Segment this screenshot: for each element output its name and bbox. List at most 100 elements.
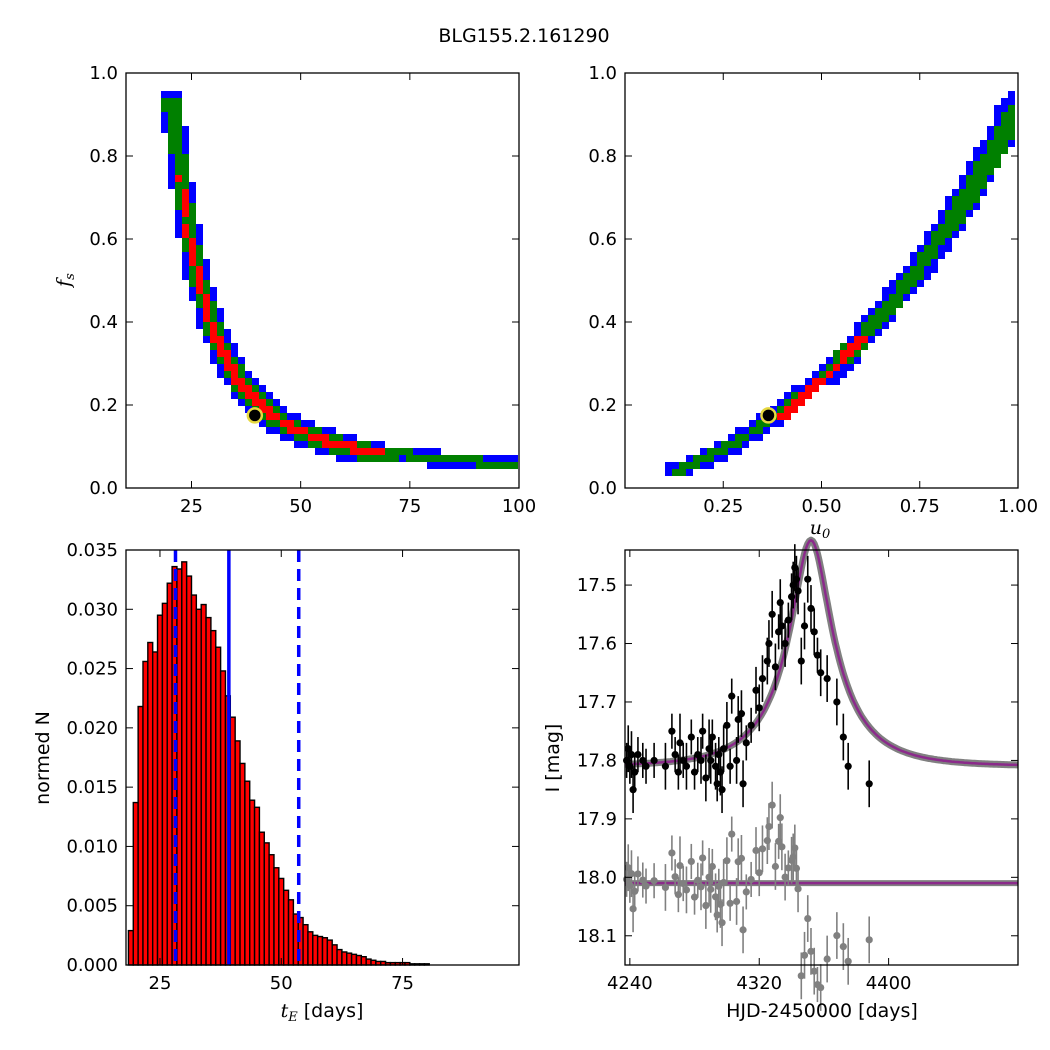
outer-region-cell xyxy=(882,294,889,301)
residual-point xyxy=(720,878,728,887)
middle-region-cell xyxy=(210,301,217,308)
outer-region-cell xyxy=(966,161,973,168)
data-point xyxy=(817,669,825,677)
data-point xyxy=(671,750,679,759)
residual-point xyxy=(697,883,705,891)
middle-region-cell xyxy=(175,105,182,112)
residual-point xyxy=(682,886,691,894)
x-tick-label: 4240 xyxy=(607,973,653,994)
middle-region-cell xyxy=(238,371,245,378)
y-tick-label: 0.4 xyxy=(588,312,617,333)
inner-region-cell xyxy=(280,420,287,427)
outer-region-cell xyxy=(791,385,798,392)
middle-region-cell xyxy=(693,455,700,462)
fs-vs-u0-x-axis-label: u0 xyxy=(810,517,831,542)
outer-region-cell xyxy=(196,224,203,231)
inner-region-cell xyxy=(791,406,798,413)
residual-point xyxy=(718,919,726,927)
outer-region-cell xyxy=(854,357,861,364)
outer-region-cell xyxy=(203,266,210,273)
te-histogram-axes-frame xyxy=(125,549,520,966)
middle-region-cell xyxy=(504,462,511,469)
outer-region-cell xyxy=(966,210,973,217)
middle-region-cell xyxy=(203,280,210,287)
middle-region-cell xyxy=(182,245,189,252)
outer-region-cell xyxy=(910,252,917,259)
middle-region-cell xyxy=(189,231,196,238)
middle-region-cell xyxy=(749,427,756,434)
middle-region-cell xyxy=(945,217,952,224)
middle-region-cell xyxy=(966,182,973,189)
middle-region-cell xyxy=(182,168,189,175)
outer-region-cell xyxy=(378,441,385,448)
outer-region-cell xyxy=(182,140,189,147)
middle-region-cell xyxy=(861,343,868,350)
middle-region-cell xyxy=(728,441,735,448)
middle-region-cell xyxy=(224,371,231,378)
middle-region-cell xyxy=(406,448,413,455)
data-point xyxy=(690,768,699,776)
outer-region-cell xyxy=(259,420,266,427)
inner-region-cell xyxy=(196,266,203,273)
data-point xyxy=(781,639,789,648)
x-tick-label: 25 xyxy=(149,973,172,994)
residual-point xyxy=(739,926,747,934)
middle-region-cell xyxy=(952,203,959,210)
middle-region-cell xyxy=(952,210,959,217)
residual-point xyxy=(708,862,716,871)
middle-region-cell xyxy=(189,224,196,231)
data-point xyxy=(844,762,852,770)
middle-region-cell xyxy=(210,343,217,350)
outer-region-cell xyxy=(763,427,770,434)
middle-region-cell xyxy=(161,98,168,105)
middle-region-cell xyxy=(945,231,952,238)
data-point xyxy=(742,739,750,747)
middle-region-cell xyxy=(483,462,490,469)
outer-region-cell xyxy=(1008,91,1015,98)
outer-region-cell xyxy=(217,371,224,378)
middle-region-cell xyxy=(413,455,420,462)
middle-region-cell xyxy=(973,196,980,203)
outer-region-cell xyxy=(889,280,896,287)
middle-region-cell xyxy=(973,161,980,168)
data-point xyxy=(734,715,742,724)
data-point xyxy=(707,756,715,765)
inner-region-cell xyxy=(798,392,805,399)
outer-region-cell xyxy=(1001,98,1008,105)
y-tick-label: 0.010 xyxy=(66,836,118,857)
inner-region-cell xyxy=(357,448,364,455)
outer-region-cell xyxy=(434,462,441,469)
middle-region-cell xyxy=(364,441,371,448)
inner-region-cell xyxy=(210,322,217,329)
middle-region-cell xyxy=(756,420,763,427)
inner-region-cell xyxy=(182,210,189,217)
data-point xyxy=(687,733,695,741)
outer-region-cell xyxy=(938,245,945,252)
outer-region-cell xyxy=(161,126,168,133)
x-tick-label: 25 xyxy=(180,496,203,517)
histogram-bar xyxy=(360,956,367,966)
outer-region-cell xyxy=(462,462,469,469)
data-point xyxy=(768,610,776,618)
outer-region-cell xyxy=(504,455,511,462)
middle-region-cell xyxy=(357,441,364,448)
middle-region-cell xyxy=(987,147,994,154)
outer-region-cell xyxy=(924,231,931,238)
inner-region-cell xyxy=(329,441,336,448)
residual-point xyxy=(713,911,721,919)
outer-region-cell xyxy=(749,434,756,441)
middle-region-cell xyxy=(266,399,273,406)
inner-region-cell xyxy=(784,406,791,413)
middle-region-cell xyxy=(945,210,952,217)
outer-region-cell xyxy=(210,357,217,364)
inner-region-cell xyxy=(798,399,805,406)
middle-region-cell xyxy=(273,420,280,427)
inner-region-cell xyxy=(273,413,280,420)
middle-region-cell xyxy=(203,287,210,294)
inner-region-cell xyxy=(224,357,231,364)
middle-region-cell xyxy=(385,448,392,455)
middle-region-cell xyxy=(294,420,301,427)
outer-region-cell xyxy=(483,455,490,462)
inner-region-cell xyxy=(259,399,266,406)
outer-region-cell xyxy=(973,203,980,210)
